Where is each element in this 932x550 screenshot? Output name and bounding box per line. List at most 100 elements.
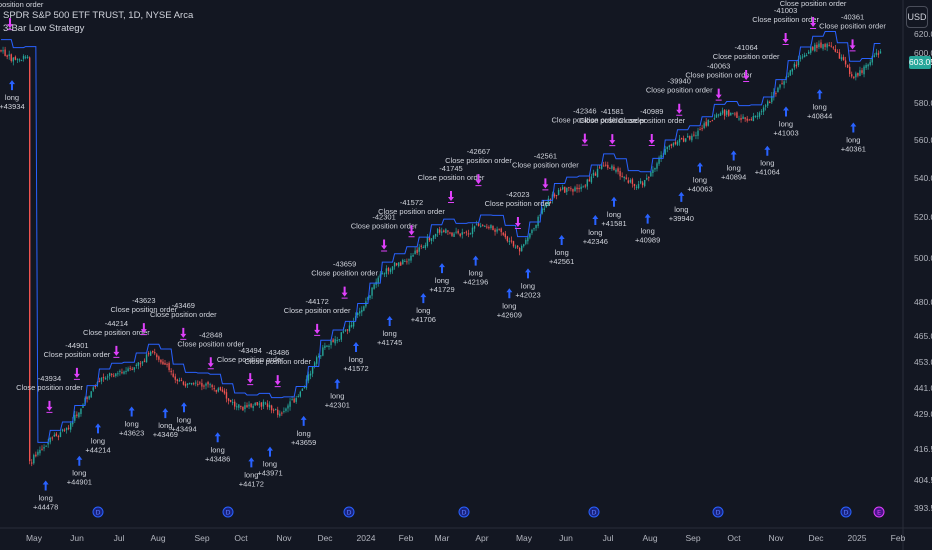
candle-body xyxy=(758,112,761,117)
candle-body xyxy=(190,382,193,385)
entry-value: +43494 xyxy=(171,424,196,433)
dividend-icon[interactable] xyxy=(458,506,470,518)
x-tick-label: Dec xyxy=(317,533,333,543)
candle-body xyxy=(227,398,230,401)
long-entry-marker: long+42023 xyxy=(515,268,541,299)
candle-body xyxy=(268,404,271,408)
entry-arrow-icon xyxy=(764,145,771,156)
exit-arrow-icon xyxy=(514,216,521,229)
dividend-icon[interactable] xyxy=(588,506,600,518)
candle-body xyxy=(518,247,521,252)
candle-body xyxy=(713,118,716,120)
entry-label: long xyxy=(727,163,741,172)
candle-body xyxy=(158,356,160,360)
exit-label: Close position order xyxy=(485,199,552,208)
exit-value: -43623 xyxy=(132,296,155,305)
entry-arrow-icon xyxy=(95,423,101,434)
x-tick-label: Jul xyxy=(603,533,614,543)
x-tick-label: Nov xyxy=(768,533,784,543)
candle-body xyxy=(178,380,181,382)
candle-body xyxy=(420,245,422,247)
candle-body xyxy=(389,269,392,273)
candle-body xyxy=(533,228,535,230)
entry-label: long xyxy=(72,469,86,478)
entry-value: +40063 xyxy=(687,184,712,193)
entry-value: +39940 xyxy=(669,214,694,223)
exit-label: Close position order xyxy=(551,116,618,125)
entry-arrow-icon xyxy=(42,480,49,491)
long-entry-marker: long+41003 xyxy=(773,106,799,137)
entry-label: long xyxy=(435,276,449,285)
candle-body xyxy=(822,44,824,49)
candle-body xyxy=(529,233,531,238)
candle-body xyxy=(846,64,849,68)
entry-arrow-icon xyxy=(783,106,789,117)
dividend-icon[interactable] xyxy=(343,506,355,518)
candle-body xyxy=(2,50,4,52)
candle-body xyxy=(543,208,545,210)
candle-body xyxy=(98,381,101,383)
dividend-icon[interactable] xyxy=(712,506,724,518)
exit-value: -43494 xyxy=(239,346,262,355)
x-tick-label: Mar xyxy=(435,533,450,543)
candle-body xyxy=(726,110,728,115)
candle-body xyxy=(525,239,527,244)
candle-body xyxy=(590,176,593,183)
candle-body xyxy=(588,179,591,182)
candle-body xyxy=(223,390,226,394)
dividend-icon[interactable] xyxy=(840,506,852,518)
earnings-icon[interactable] xyxy=(873,506,885,518)
candle-body xyxy=(162,361,164,365)
candle-body xyxy=(734,113,736,115)
candle-body xyxy=(555,195,558,197)
exit-label: Close position order xyxy=(150,310,217,319)
entry-value: +41706 xyxy=(411,315,436,324)
entry-label: long xyxy=(502,301,516,310)
candle-body xyxy=(705,121,707,126)
long-entry-marker: long+44214 xyxy=(85,423,111,454)
candle-body xyxy=(76,414,78,416)
candle-body xyxy=(234,401,236,407)
candle-body xyxy=(514,246,517,248)
exit-value: -44214 xyxy=(105,319,128,328)
candle-body xyxy=(666,146,668,150)
long-entry-marker: long+41729 xyxy=(429,263,455,294)
dividend-icon[interactable] xyxy=(222,506,234,518)
candle-body xyxy=(859,70,861,76)
entry-arrow-icon xyxy=(9,80,15,91)
candle-body xyxy=(203,385,205,387)
candle-body xyxy=(502,232,504,235)
long-entry-marker: long+43494 xyxy=(171,402,197,433)
candle-body xyxy=(428,237,431,241)
long-entry-marker: long+43469 xyxy=(153,408,178,439)
candle-body xyxy=(656,163,658,169)
candle-body xyxy=(838,52,841,59)
candle-body xyxy=(272,409,275,411)
candle-body xyxy=(10,54,12,61)
candle-body xyxy=(824,44,826,47)
candle-body xyxy=(771,95,773,103)
entry-label: long xyxy=(263,460,277,469)
candle-body xyxy=(12,57,14,62)
y-tick-label: 404.50 xyxy=(914,475,932,485)
entry-value: +41572 xyxy=(343,364,368,373)
candle-body xyxy=(74,414,76,421)
exit-label: Close position order xyxy=(0,0,44,9)
exit-label: Close position order xyxy=(618,116,685,125)
long-entry-marker: long+43934 xyxy=(0,80,25,111)
dividend-icon[interactable] xyxy=(92,506,104,518)
exit-arrow-icon xyxy=(581,133,588,146)
candle-body xyxy=(104,377,107,380)
candle-body xyxy=(275,409,277,411)
candle-body xyxy=(316,357,318,364)
candle-body xyxy=(4,49,6,57)
entry-value: +44214 xyxy=(85,445,110,454)
candle-body xyxy=(797,58,800,66)
entry-label: long xyxy=(674,205,688,214)
candle-body xyxy=(406,261,408,263)
candle-body xyxy=(594,173,597,176)
currency-button[interactable]: USD xyxy=(906,6,928,28)
